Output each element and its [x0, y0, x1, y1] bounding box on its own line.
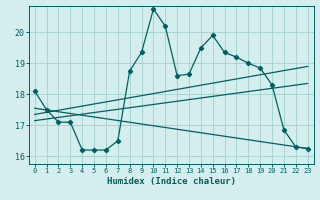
X-axis label: Humidex (Indice chaleur): Humidex (Indice chaleur) — [107, 177, 236, 186]
